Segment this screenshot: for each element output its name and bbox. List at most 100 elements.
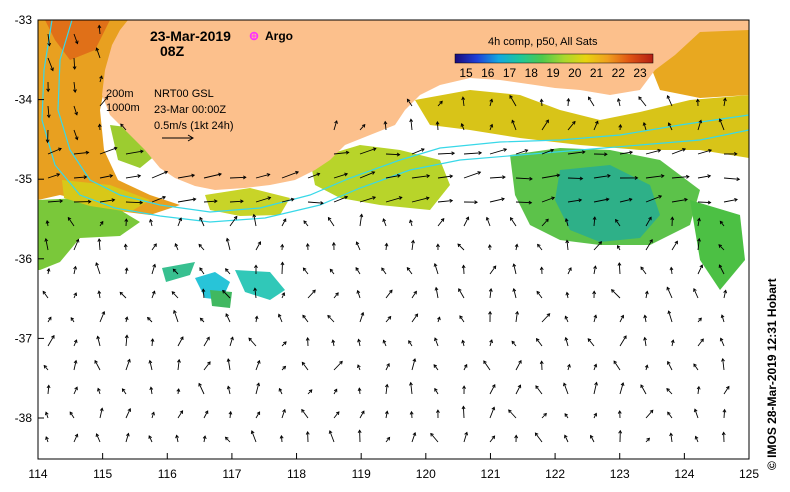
current-vector — [47, 173, 61, 179]
current-vector — [333, 360, 343, 371]
current-vector — [203, 199, 218, 204]
current-vector — [146, 316, 153, 323]
current-vector — [433, 364, 439, 371]
current-vector — [359, 171, 376, 179]
current-vector — [437, 174, 454, 179]
colorbar-tick-label: 20 — [568, 66, 582, 80]
y-tick-label: -33 — [15, 13, 33, 27]
current-vector — [667, 310, 673, 323]
y-tick-label: -34 — [15, 93, 33, 107]
current-vector — [697, 237, 701, 251]
current-vector — [280, 243, 285, 251]
current-vector — [437, 151, 456, 156]
current-vector — [225, 237, 231, 251]
current-vector — [409, 118, 414, 131]
current-vector — [619, 176, 639, 180]
current-vector — [671, 147, 687, 155]
current-vector — [694, 435, 699, 443]
current-vector — [250, 430, 257, 443]
current-vector — [587, 338, 595, 347]
current-vector — [203, 410, 209, 419]
current-vector — [151, 290, 156, 299]
current-vector — [229, 215, 238, 227]
current-vector — [643, 336, 647, 347]
sst-patch-cyan-3 — [162, 262, 195, 282]
current-vector — [406, 267, 413, 275]
current-vector — [355, 267, 361, 275]
current-vector — [225, 313, 231, 323]
current-vector — [645, 148, 662, 155]
y-tick-label: -35 — [15, 172, 33, 186]
current-vector — [697, 338, 704, 347]
current-vector — [384, 410, 389, 419]
current-vector — [617, 262, 622, 275]
title-time: 08Z — [160, 43, 185, 59]
current-vector — [254, 264, 258, 274]
current-vector — [177, 358, 181, 371]
current-vector — [255, 382, 261, 395]
current-vector — [565, 291, 570, 299]
current-vector — [95, 47, 101, 59]
current-vector — [222, 289, 231, 299]
current-vector — [72, 57, 77, 70]
current-vector — [640, 384, 647, 395]
current-vector — [357, 338, 361, 347]
current-vector — [618, 124, 623, 131]
current-vector — [47, 57, 54, 72]
current-vector — [73, 150, 90, 155]
current-vector — [73, 433, 79, 443]
current-vector — [171, 291, 179, 299]
current-vector — [667, 411, 673, 419]
current-vector — [463, 151, 483, 155]
current-vector — [670, 216, 675, 227]
current-vector — [123, 243, 128, 251]
current-vector — [640, 266, 647, 275]
current-vector — [616, 244, 621, 251]
current-vector — [409, 381, 413, 395]
current-vector — [124, 334, 129, 347]
current-vector — [515, 384, 522, 395]
current-vector — [382, 339, 387, 347]
current-vector — [718, 118, 725, 131]
sst-patch-sw-yellow — [62, 180, 150, 212]
current-vector — [671, 197, 688, 203]
current-vector — [411, 148, 425, 155]
current-vector — [99, 198, 116, 203]
sst-patch-sw-green — [38, 198, 140, 270]
current-vector — [359, 213, 364, 227]
current-vector — [463, 200, 478, 205]
current-vector — [301, 408, 309, 419]
current-vector — [666, 95, 673, 107]
current-vector — [281, 341, 287, 347]
current-vector — [564, 434, 569, 443]
current-vector — [697, 317, 702, 323]
current-vector — [541, 218, 549, 227]
current-vector — [305, 431, 310, 443]
current-vector — [411, 313, 419, 323]
current-vector — [331, 241, 336, 251]
current-vector — [488, 288, 493, 299]
current-vector — [385, 436, 391, 443]
sst-patch-green-small — [210, 290, 232, 308]
current-vector — [199, 317, 205, 323]
current-vector — [229, 175, 247, 180]
current-vector — [534, 432, 543, 443]
current-vector — [70, 317, 75, 323]
current-vector — [514, 434, 519, 443]
title-date: 23-Mar-2019 — [150, 28, 231, 44]
current-vector — [203, 172, 222, 179]
current-vector — [307, 172, 321, 179]
current-vector — [411, 358, 417, 371]
current-vector — [720, 314, 725, 323]
depth-1000-label: 1000m — [106, 102, 140, 114]
current-vector — [44, 411, 49, 419]
current-vector — [385, 173, 401, 179]
current-vector — [541, 119, 549, 131]
current-vector — [619, 382, 625, 395]
current-vector — [229, 336, 234, 347]
current-vector — [567, 363, 571, 371]
current-vector — [615, 218, 621, 227]
sst-patches — [38, 20, 749, 308]
current-vector — [489, 384, 496, 395]
current-vector — [45, 129, 50, 144]
